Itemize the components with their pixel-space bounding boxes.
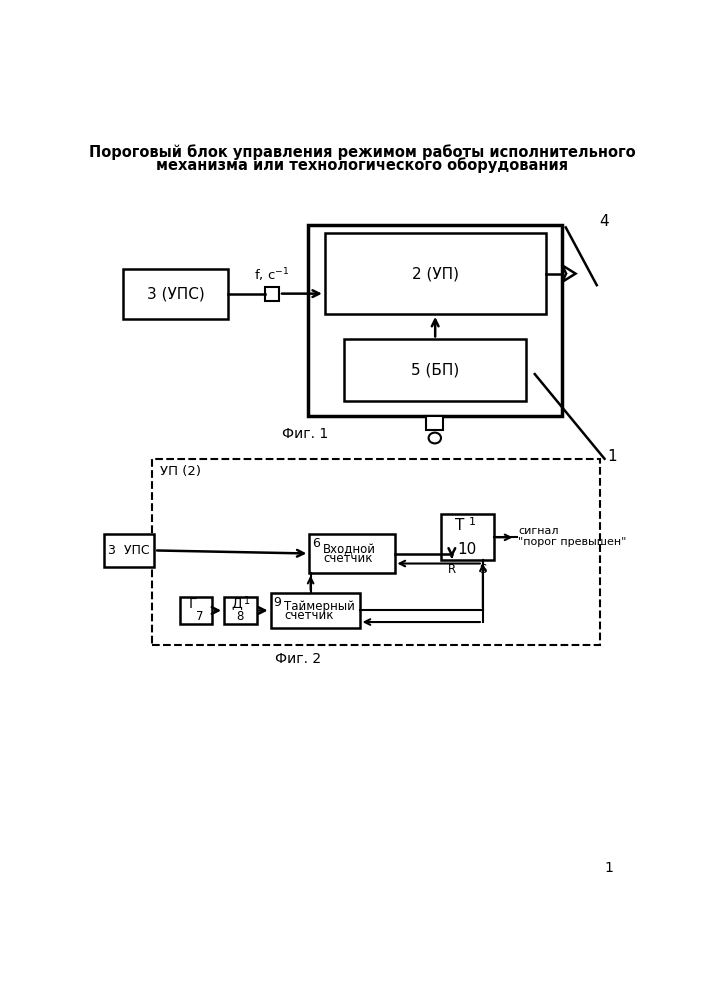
Text: механизма или технологического оборудования: механизма или технологического оборудова… xyxy=(156,157,568,173)
Text: 3  УПС: 3 УПС xyxy=(108,544,150,557)
Text: 2 (УП): 2 (УП) xyxy=(411,266,459,281)
Bar xyxy=(224,597,257,624)
Text: 4: 4 xyxy=(599,214,609,229)
Text: Фиг. 2: Фиг. 2 xyxy=(274,652,321,666)
Text: Д: Д xyxy=(232,597,243,611)
Text: 1: 1 xyxy=(607,449,617,464)
Bar xyxy=(309,534,395,573)
Bar xyxy=(426,416,443,430)
Bar xyxy=(152,459,600,645)
Text: счётчик: счётчик xyxy=(323,552,373,565)
Bar xyxy=(441,514,493,560)
Text: УП (2): УП (2) xyxy=(160,465,201,478)
Text: 1: 1 xyxy=(604,861,614,875)
Bar xyxy=(271,593,360,628)
Text: Фиг. 1: Фиг. 1 xyxy=(282,427,329,441)
Text: сигнал: сигнал xyxy=(518,526,559,536)
Text: 3 (УПС): 3 (УПС) xyxy=(146,286,204,301)
Text: Пороговый блок управления режимом работы исполнительного: Пороговый блок управления режимом работы… xyxy=(88,144,636,160)
Text: Таймерный: Таймерный xyxy=(284,600,356,613)
Bar xyxy=(308,225,562,416)
Text: счётчик: счётчик xyxy=(284,609,334,622)
Bar xyxy=(325,233,546,314)
Ellipse shape xyxy=(428,433,441,443)
Text: Т: Т xyxy=(455,518,464,533)
Text: 6: 6 xyxy=(312,537,320,550)
Text: "порог превышен": "порог превышен" xyxy=(518,537,627,547)
Text: 9: 9 xyxy=(274,596,281,609)
Bar xyxy=(123,269,228,319)
Text: S: S xyxy=(479,563,486,576)
Bar xyxy=(180,597,212,624)
Bar xyxy=(104,534,154,567)
Text: Г: Г xyxy=(189,597,197,611)
Text: Входной: Входной xyxy=(323,543,376,556)
Bar xyxy=(344,339,526,401)
Text: R: R xyxy=(448,563,456,576)
Text: 7: 7 xyxy=(197,610,204,623)
Text: 8: 8 xyxy=(237,610,244,623)
Bar xyxy=(265,287,279,301)
Text: 1: 1 xyxy=(244,596,250,606)
Polygon shape xyxy=(562,265,575,282)
Text: 1: 1 xyxy=(469,517,476,527)
Text: f, с$^{-1}$: f, с$^{-1}$ xyxy=(255,267,290,284)
Text: 5 (БП): 5 (БП) xyxy=(411,363,460,378)
Text: 10: 10 xyxy=(457,542,477,557)
